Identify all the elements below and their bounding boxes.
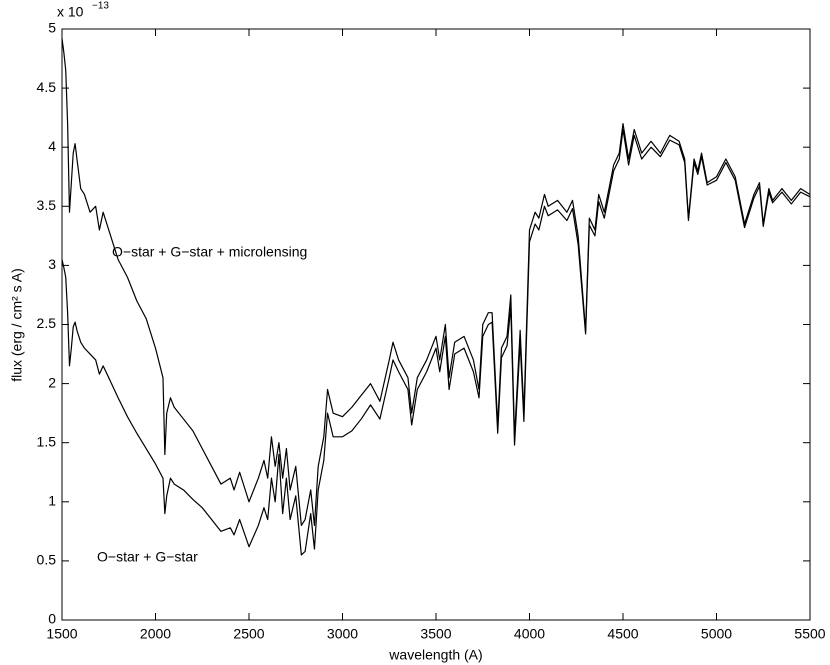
y-scale-exponent: −13: [92, 1, 109, 12]
x-tick-label: 1500: [46, 626, 77, 642]
y-tick-label: 0: [48, 611, 56, 627]
x-tick-label: 2500: [233, 626, 264, 642]
y-tick-label: 0.5: [37, 552, 57, 568]
x-tick-label: 3000: [327, 626, 358, 642]
plot-frame: [61, 28, 811, 621]
y-axis-label: flux (erg / cm² s A): [9, 268, 25, 382]
x-tick-label: 2000: [140, 626, 171, 642]
y-tick-label: 1.5: [37, 433, 57, 449]
y-tick-label: 3: [48, 256, 56, 272]
y-tick-label: 2.5: [37, 315, 57, 331]
x-axis-label: wavelength (A): [388, 647, 482, 663]
series-line: [61, 38, 811, 527]
series-annotation: O−star + G−star + microlensing: [112, 244, 307, 260]
x-tick-label: 3500: [420, 626, 451, 642]
y-tick-label: 3.5: [37, 197, 57, 213]
y-scale-base: x 10: [57, 4, 84, 20]
x-tick-label: 4000: [514, 626, 545, 642]
x-tick-label: 5500: [794, 626, 825, 642]
y-tick-label: 2: [48, 374, 56, 390]
series-line: [61, 128, 811, 556]
y-tick-label: 5: [48, 20, 56, 36]
x-tick-label: 5000: [701, 626, 732, 642]
x-tick-label: 4500: [607, 626, 638, 642]
y-tick-label: 4: [48, 138, 56, 154]
y-tick-label: 4.5: [37, 79, 57, 95]
y-tick-label: 1: [48, 493, 56, 509]
series-annotation: O−star + G−star: [97, 549, 198, 565]
